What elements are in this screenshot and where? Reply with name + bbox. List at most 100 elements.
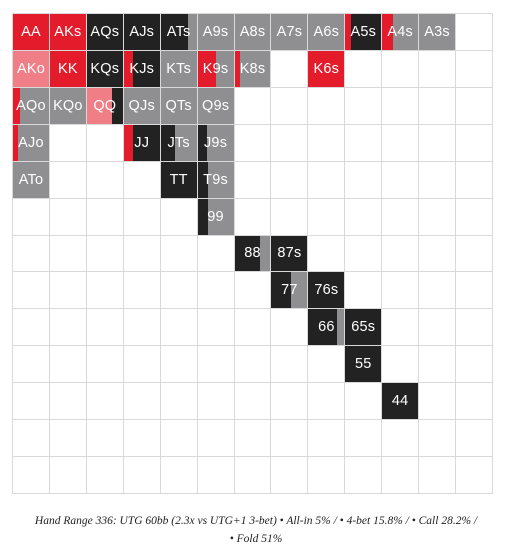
empty-cell — [233, 123, 272, 162]
empty-cell — [85, 345, 124, 384]
empty-cell — [307, 123, 346, 162]
empty-cell — [85, 382, 124, 421]
action-segment — [13, 161, 49, 198]
action-segment — [49, 50, 86, 87]
action-segment — [197, 198, 209, 235]
empty-cell — [455, 419, 493, 458]
hand-cell: 55 — [344, 345, 383, 384]
empty-cell — [159, 419, 198, 458]
empty-cell — [196, 308, 235, 347]
hand-cell: ATo — [12, 160, 50, 199]
hand-label: QJs — [128, 97, 155, 114]
empty-cell — [12, 271, 50, 310]
hand-cell: AJo — [12, 123, 50, 162]
action-segment — [308, 309, 338, 346]
hand-label: 76s — [314, 282, 339, 299]
action-segment — [234, 50, 240, 87]
action-segment — [350, 14, 382, 50]
empty-cell — [233, 308, 272, 347]
empty-cell — [196, 271, 235, 310]
empty-cell — [233, 345, 272, 384]
empty-cell — [122, 234, 161, 273]
empty-cell — [196, 382, 235, 421]
hand-label: A7s — [276, 23, 303, 40]
empty-cell — [307, 456, 346, 494]
hand-cell: 66 — [307, 308, 346, 347]
hand-cell: 76s — [307, 271, 346, 310]
hand-range-grid: AA AKs AQs AJs ATs A9s A8s A7s A6s A5s A4s A3s AKo KK… — [12, 13, 493, 494]
action-segment — [175, 124, 197, 161]
hand-label: A5s — [350, 23, 377, 40]
empty-cell — [381, 160, 420, 199]
hand-cell: TT — [159, 160, 198, 199]
hand-cell: AKs — [48, 13, 87, 51]
action-segment — [382, 14, 393, 50]
hand-label: AJo — [18, 134, 44, 151]
hand-cell: 44 — [381, 382, 420, 421]
empty-cell — [344, 456, 383, 494]
empty-cell — [159, 382, 198, 421]
action-segment — [49, 87, 86, 124]
empty-cell — [455, 160, 493, 199]
empty-cell — [196, 419, 235, 458]
empty-cell — [307, 160, 346, 199]
empty-cell — [196, 345, 235, 384]
action-segment — [197, 50, 216, 87]
action-segment — [86, 50, 123, 87]
hand-label: A9s — [202, 23, 229, 40]
action-segment — [13, 14, 49, 50]
empty-cell — [85, 271, 124, 310]
action-segment — [49, 14, 86, 50]
hand-cell: QTs — [159, 86, 198, 125]
hand-cell: JJ — [122, 123, 161, 162]
hand-label: 87s — [277, 245, 302, 262]
caption-line-2: • Fold 51% — [229, 533, 283, 545]
hand-label: AQo — [16, 97, 46, 114]
hand-label: 88 — [244, 245, 261, 262]
empty-cell — [48, 271, 87, 310]
hand-label: KK — [58, 60, 78, 77]
hand-cell: A5s — [344, 13, 383, 51]
action-segment — [187, 14, 197, 50]
action-segment — [291, 272, 308, 309]
empty-cell — [12, 382, 50, 421]
empty-cell — [418, 234, 457, 273]
hand-label: A6s — [313, 23, 340, 40]
action-segment — [234, 235, 260, 272]
action-segment — [234, 14, 271, 50]
empty-cell — [233, 160, 272, 199]
empty-cell — [122, 382, 161, 421]
action-segment — [215, 50, 234, 87]
caption-line-1: Hand Range 336: UTG 60bb (2.3x vs UTG+1 … — [34, 515, 478, 527]
hand-cell: QJs — [122, 86, 161, 125]
action-segment — [160, 87, 197, 124]
hand-label: ATo — [18, 171, 44, 188]
hand-label: JTs — [167, 134, 190, 151]
empty-cell — [418, 123, 457, 162]
hand-cell: A9s — [196, 13, 235, 51]
hand-label: A3s — [424, 23, 450, 40]
action-segment — [13, 124, 19, 161]
empty-cell — [122, 197, 161, 236]
empty-cell — [455, 49, 493, 88]
hand-cell: KJs — [122, 49, 161, 88]
empty-cell — [159, 456, 198, 494]
empty-cell — [418, 382, 457, 421]
empty-cell — [12, 456, 50, 494]
empty-cell — [233, 382, 272, 421]
action-segment — [123, 87, 160, 124]
action-segment — [160, 161, 197, 198]
hand-label: AKo — [16, 60, 45, 77]
empty-cell — [381, 345, 420, 384]
empty-cell — [418, 197, 457, 236]
action-segment — [208, 198, 234, 235]
empty-cell — [455, 308, 493, 347]
hand-label: 44 — [391, 393, 409, 410]
hand-cell: AKo — [12, 49, 50, 88]
hand-cell: Q9s — [196, 86, 235, 125]
empty-cell — [344, 86, 383, 125]
action-segment — [197, 161, 209, 198]
empty-cell — [159, 308, 198, 347]
action-segment — [132, 50, 160, 87]
action-segment — [392, 14, 419, 50]
